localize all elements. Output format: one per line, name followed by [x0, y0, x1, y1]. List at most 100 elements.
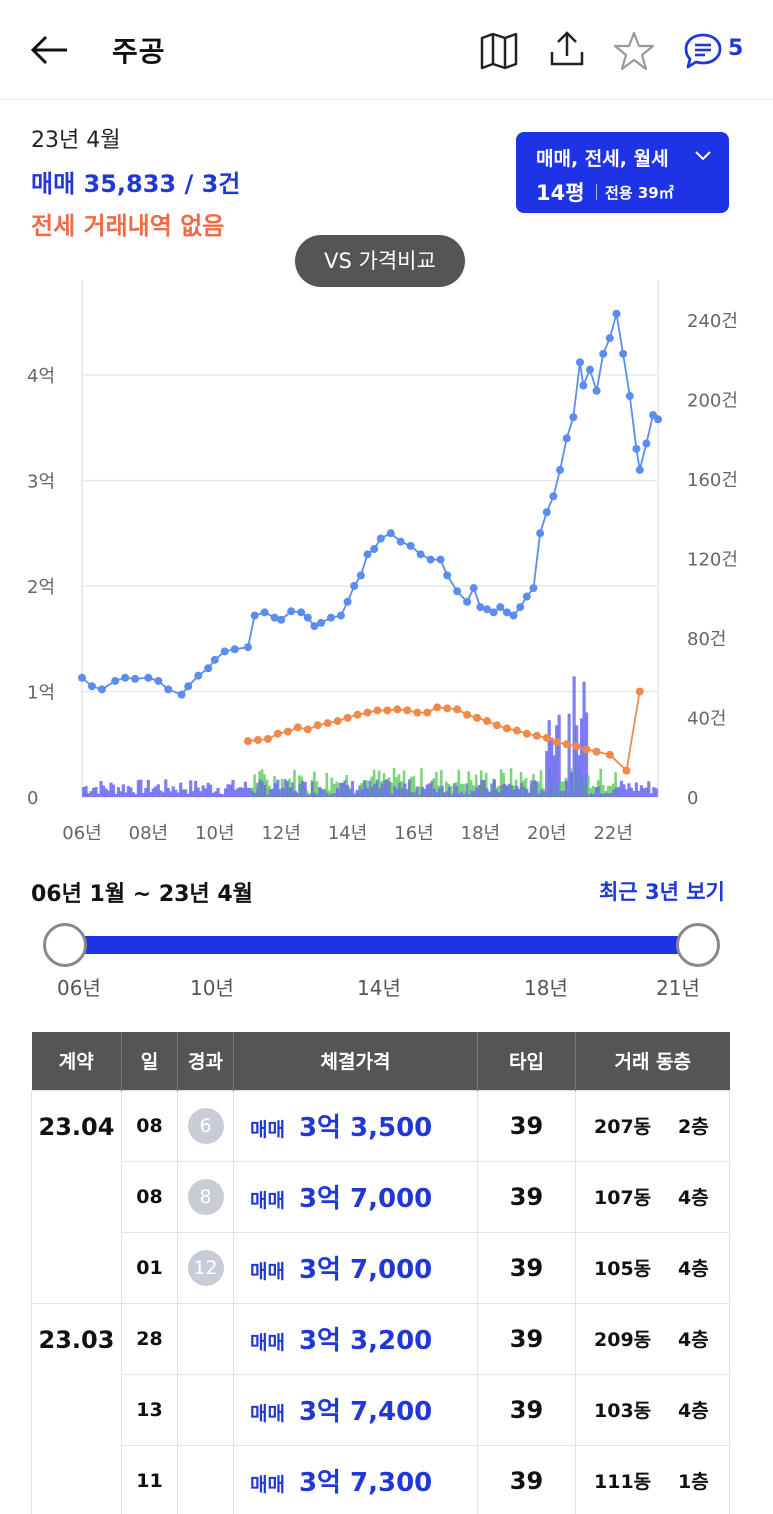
sale-volume-bar: [136, 780, 140, 797]
sale-price-point: [522, 592, 531, 601]
sale-volume-bar: [94, 786, 98, 797]
dong-floor-cell: 209동 4층: [575, 1302, 730, 1375]
vs-compare-button[interactable]: VS 가격비교: [295, 235, 465, 287]
jeonse-volume-bar: [606, 785, 610, 797]
sale-volume-bar: [552, 755, 556, 797]
jeonse-price-point: [582, 745, 591, 754]
sale-volume-bar: [338, 782, 342, 797]
sale-volume-bar: [283, 779, 287, 797]
sale-volume-bar: [114, 793, 118, 797]
range-end-handle[interactable]: [676, 923, 720, 967]
col-type[interactable]: 타입: [477, 1032, 576, 1090]
dong-floor-cell: 111동 1층: [575, 1444, 730, 1514]
jeonse-volume-bar: [586, 775, 590, 797]
sale-volume-bar: [164, 779, 168, 797]
sale-volume-bar: [570, 771, 574, 797]
sale-price-point: [569, 413, 578, 422]
col-contract[interactable]: 계약: [31, 1032, 122, 1090]
sale-volume-bar: [218, 793, 223, 797]
jeonse-volume-bar: [562, 781, 565, 797]
table-row[interactable]: 23.03 28 매매 3억 3,200 39 209동 4층: [31, 1302, 730, 1514]
sale-volume-bar: [241, 788, 245, 797]
comment-count[interactable]: 5: [728, 36, 744, 61]
deal-type-select[interactable]: 매매, 전세, 월세 14평 전용 39㎡: [516, 132, 729, 213]
sale-volume-bar: [532, 780, 536, 797]
sale-volume-bar: [527, 792, 531, 797]
table-row[interactable]: 23.04 08 6 매매 3억 3,500 39 207동 2층: [31, 1089, 730, 1303]
sale-volume-bar: [204, 788, 208, 797]
col-elapsed[interactable]: 경과: [177, 1032, 234, 1090]
sale-volume-bar: [589, 793, 594, 797]
trade-price: 3억 3,200: [298, 1326, 433, 1356]
table-row[interactable]: 13 매매 3억 7,400 39 103동 4층: [32, 1373, 730, 1446]
sale-price-point: [562, 434, 571, 443]
jeonse-volume-bar: [457, 769, 461, 797]
sale-volume-bar: [96, 793, 101, 797]
sale-price-point: [502, 608, 511, 617]
contract-month: 23.03: [31, 1302, 122, 1514]
deal-type: 매매: [250, 1261, 285, 1283]
range-start-handle[interactable]: [43, 923, 87, 967]
jeonse-price-point: [453, 705, 462, 714]
dong: 103동: [594, 1400, 652, 1422]
y-left-tick-label: 4억: [27, 366, 55, 387]
jeonse-volume-bar: [328, 790, 331, 797]
sale-volume-bar: [355, 790, 360, 797]
sale-volume-bar: [597, 786, 601, 797]
price-chart: 0 1억 2억 3억 4억 0 40건 80건 120건 160건 200건 240건 06년 08년 10…: [27, 280, 738, 844]
range-tick: 14년: [357, 976, 401, 1000]
sale-price-point: [386, 529, 395, 538]
range-slider-track[interactable]: [66, 936, 698, 954]
chat-icon[interactable]: [682, 30, 724, 72]
trade-day: 01: [121, 1231, 178, 1304]
sale-volume-bar: [443, 792, 447, 797]
dong: 207동: [594, 1116, 652, 1138]
sale-volume-bar: [266, 794, 270, 797]
sale-volume-bar: [627, 783, 631, 797]
y-left-tick-label: 2억: [27, 577, 55, 598]
elapsed-cell: [177, 1444, 234, 1514]
table-row[interactable]: 08 8 매매 3억 7,000 39 107동 4층: [32, 1160, 730, 1233]
sale-price-point: [184, 682, 193, 691]
sale-volume-bar: [363, 780, 367, 797]
star-icon[interactable]: [613, 30, 655, 72]
recent-3-years-link[interactable]: 최근 3년 보기: [599, 880, 725, 904]
sale-volume-bar: [470, 790, 474, 797]
elapsed-cell: 8: [177, 1160, 234, 1233]
col-price[interactable]: 체결가격: [233, 1032, 478, 1090]
sale-price-point: [443, 571, 452, 580]
col-day[interactable]: 일: [121, 1032, 178, 1090]
jeonse-volume-bar: [537, 782, 540, 797]
sale-volume-bar: [179, 782, 183, 797]
sale-volume-bar: [644, 787, 648, 797]
table-row[interactable]: 01 12 매매 3억 7,000 39 105동 4층: [32, 1231, 730, 1304]
back-arrow-icon[interactable]: [30, 32, 70, 68]
map-icon[interactable]: [478, 30, 520, 72]
sale-price-point: [509, 611, 518, 620]
sale-volume-bar: [587, 794, 591, 797]
jeonse-volume-bar: [440, 770, 443, 797]
col-dong-floor[interactable]: 거래 동층: [575, 1032, 730, 1090]
sale-volume-bar: [515, 785, 519, 797]
sale-price-point: [297, 608, 306, 617]
sale-volume-bar: [607, 793, 611, 797]
sale-volume-bar: [654, 788, 658, 797]
jeonse-volume-bar: [559, 781, 563, 797]
jeonse-volume-bar: [614, 772, 617, 797]
jeonse-volume-bar: [609, 785, 612, 797]
sale-volume-bar: [189, 780, 193, 797]
jeonse-price-point: [532, 731, 541, 740]
summary-sale: 매매 35,833 / 3건: [31, 170, 241, 198]
sale-volume-bar: [216, 787, 220, 797]
sale-volume-bar: [547, 720, 551, 797]
sale-volume-bar: [313, 792, 317, 797]
sale-price-point: [121, 673, 130, 682]
sale-volume-bar: [599, 793, 604, 797]
sale-volume-bar: [104, 788, 108, 797]
share-icon[interactable]: [546, 30, 588, 72]
sale-volume-bar: [126, 786, 131, 797]
sale-volume-bar: [271, 788, 275, 797]
table-row[interactable]: 11 매매 3억 7,300 39 111동 1층: [32, 1444, 730, 1514]
jeonse-price-point: [552, 738, 561, 747]
sale-volume-bar: [171, 786, 175, 797]
